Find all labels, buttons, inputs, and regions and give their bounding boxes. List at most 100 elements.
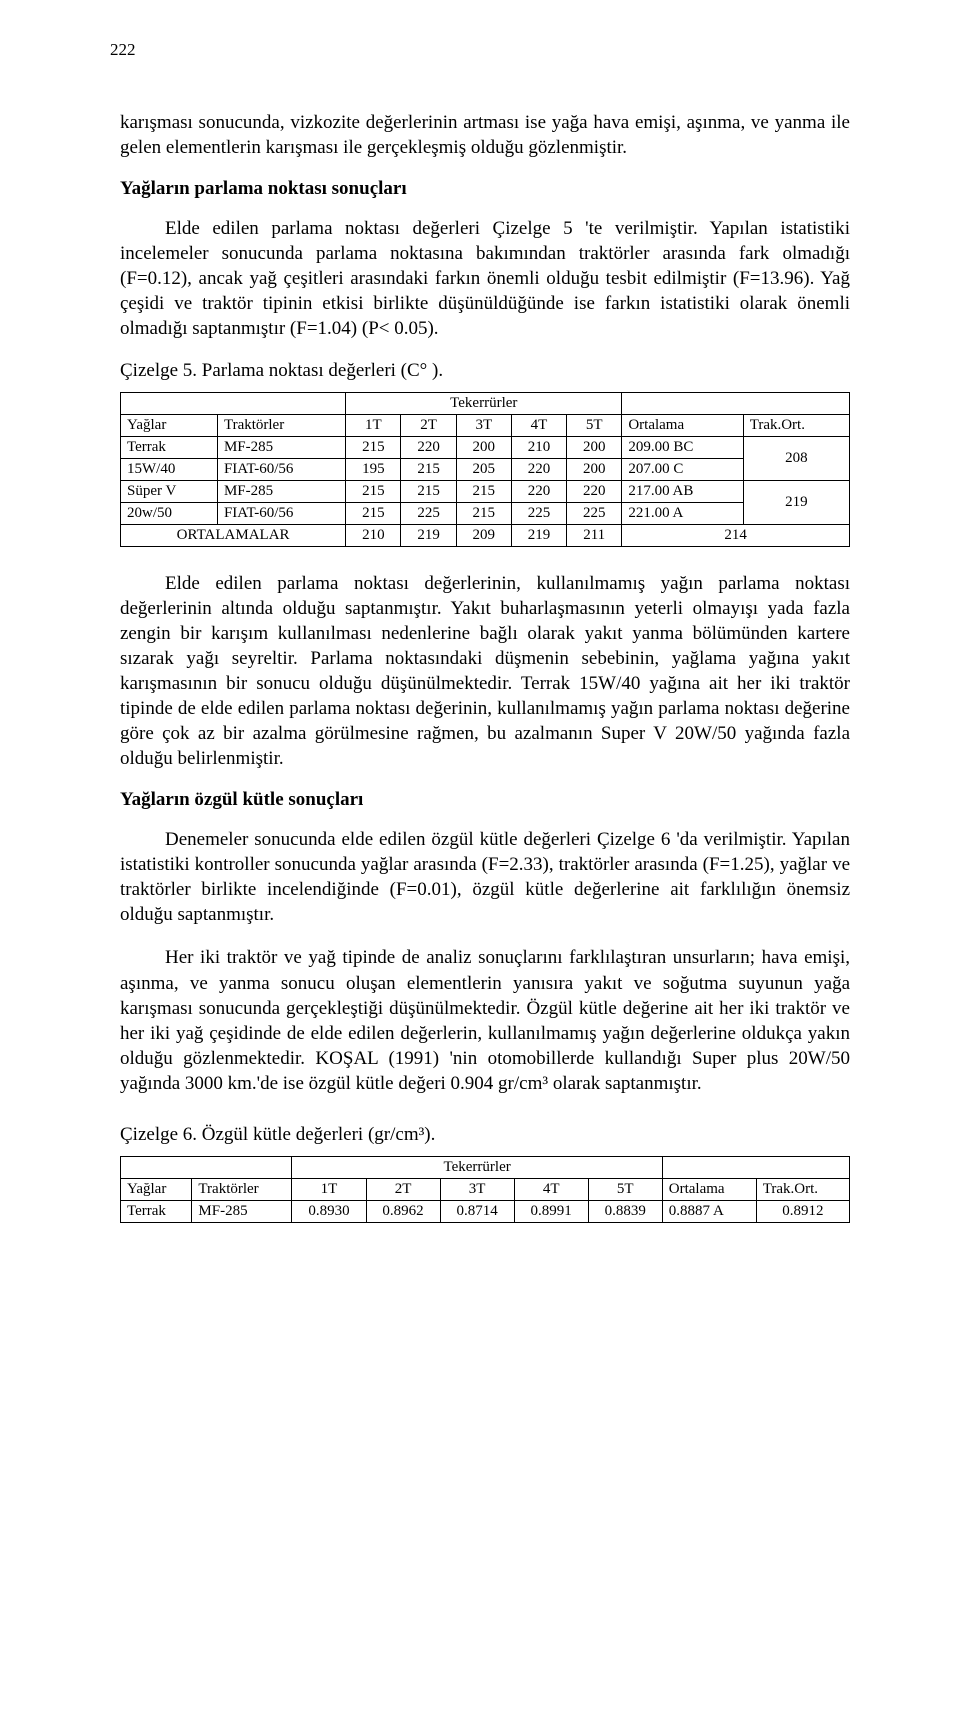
table-header-cell: Trak.Ort. <box>756 1178 849 1200</box>
section-heading: Yağların parlama noktası sonuçları <box>120 178 850 200</box>
table-cell: 225 <box>567 502 622 524</box>
table-header-cell: 5T <box>588 1178 662 1200</box>
table-cell: 15W/40 <box>121 458 218 480</box>
table-cell: 225 <box>511 502 566 524</box>
table-row: 20w/50 FIAT-60/56 215 225 215 225 225 22… <box>121 502 850 524</box>
table-cell: 220 <box>567 480 622 502</box>
table-cell: 200 <box>567 436 622 458</box>
table-cell: 205 <box>456 458 511 480</box>
table-cell: Süper V <box>121 480 218 502</box>
table-cell: 208 <box>743 436 849 480</box>
table-cell: MF-285 <box>217 480 345 502</box>
table-cell: 210 <box>511 436 566 458</box>
table-cell: 215 <box>456 480 511 502</box>
table-cell: 215 <box>346 502 401 524</box>
table-cell: Terrak <box>121 1200 192 1222</box>
table-row: Terrak MF-285 215 220 200 210 200 209.00… <box>121 436 850 458</box>
body-paragraph: Elde edilen parlama noktası değerleri Çi… <box>120 216 850 341</box>
table-header-cell: 1T <box>292 1178 366 1200</box>
table-cell: 215 <box>346 436 401 458</box>
table-cell: 215 <box>346 480 401 502</box>
table-cell: 214 <box>622 524 850 546</box>
body-paragraph: karışması sonucunda, vizkozite değerleri… <box>120 110 850 160</box>
table-cell: MF-285 <box>217 436 345 458</box>
table-header-cell: 2T <box>401 414 456 436</box>
table-cell: Terrak <box>121 436 218 458</box>
table-cell <box>662 1156 756 1178</box>
table-cell: 0.8912 <box>756 1200 849 1222</box>
table-header-cell: Yağlar <box>121 1178 192 1200</box>
table-cell <box>121 1156 192 1178</box>
table-cell <box>217 392 345 414</box>
table-cell: ORTALAMALAR <box>121 524 346 546</box>
table-cell: 207.00 C <box>622 458 743 480</box>
table-cell: 0.8887 A <box>662 1200 756 1222</box>
section-heading: Yağların özgül kütle sonuçları <box>120 789 850 811</box>
table-cell: 219 <box>511 524 566 546</box>
table-cell: 220 <box>401 436 456 458</box>
table-row: Tekerrürler <box>121 392 850 414</box>
table-cell: Tekerrürler <box>346 392 622 414</box>
table-cell: 200 <box>456 436 511 458</box>
table-cell <box>121 392 218 414</box>
table-5: Tekerrürler Yağlar Traktörler 1T 2T 3T 4… <box>120 392 850 547</box>
table-cell: 219 <box>401 524 456 546</box>
table-header-cell: Trak.Ort. <box>743 414 849 436</box>
table-cell: 211 <box>567 524 622 546</box>
body-paragraph: Her iki traktör ve yağ tipinde de analiz… <box>120 945 850 1095</box>
table-cell <box>622 392 743 414</box>
table-caption: Çizelge 6. Özgül kütle değerleri (gr/cm³… <box>120 1124 850 1146</box>
table-header-cell: Ortalama <box>662 1178 756 1200</box>
table-caption: Çizelge 5. Parlama noktası değerleri (C°… <box>120 360 850 382</box>
table-cell: 225 <box>401 502 456 524</box>
table-header-row: Yağlar Traktörler 1T 2T 3T 4T 5T Ortalam… <box>121 1178 850 1200</box>
body-paragraph: Elde edilen parlama noktası değerlerinin… <box>120 571 850 772</box>
table-cell: 0.8839 <box>588 1200 662 1222</box>
table-row: ORTALAMALAR 210 219 209 219 211 214 <box>121 524 850 546</box>
table-header-cell: 4T <box>514 1178 588 1200</box>
table-cell <box>192 1156 292 1178</box>
table-header-cell: Traktörler <box>192 1178 292 1200</box>
table-cell: 219 <box>743 480 849 524</box>
table-cell: 0.8930 <box>292 1200 366 1222</box>
table-cell: 20w/50 <box>121 502 218 524</box>
table-cell <box>756 1156 849 1178</box>
table-header-row: Yağlar Traktörler 1T 2T 3T 4T 5T Ortalam… <box>121 414 850 436</box>
table-row: Tekerrürler <box>121 1156 850 1178</box>
table-cell: 210 <box>346 524 401 546</box>
table-header-cell: 4T <box>511 414 566 436</box>
table-cell: 215 <box>456 502 511 524</box>
table-cell: 200 <box>567 458 622 480</box>
table-row: Süper V MF-285 215 215 215 220 220 217.0… <box>121 480 850 502</box>
table-cell: 195 <box>346 458 401 480</box>
table-cell: 0.8962 <box>366 1200 440 1222</box>
table-cell: 221.00 A <box>622 502 743 524</box>
table-6: Tekerrürler Yağlar Traktörler 1T 2T 3T 4… <box>120 1156 850 1223</box>
table-cell: FIAT-60/56 <box>217 502 345 524</box>
table-cell: 209 <box>456 524 511 546</box>
table-cell: 0.8714 <box>440 1200 514 1222</box>
table-cell: 220 <box>511 458 566 480</box>
table-row: 15W/40 FIAT-60/56 195 215 205 220 200 20… <box>121 458 850 480</box>
table-cell: FIAT-60/56 <box>217 458 345 480</box>
document-page: 222 karışması sonucunda, vizkozite değer… <box>0 0 960 1307</box>
table-header-cell: Ortalama <box>622 414 743 436</box>
table-header-cell: 3T <box>456 414 511 436</box>
table-row: Terrak MF-285 0.8930 0.8962 0.8714 0.899… <box>121 1200 850 1222</box>
table-header-cell: 5T <box>567 414 622 436</box>
table-cell: 220 <box>511 480 566 502</box>
body-paragraph: Denemeler sonucunda elde edilen özgül kü… <box>120 827 850 927</box>
table-header-cell: 1T <box>346 414 401 436</box>
table-cell: 217.00 AB <box>622 480 743 502</box>
table-header-cell: Yağlar <box>121 414 218 436</box>
table-cell: 209.00 BC <box>622 436 743 458</box>
table-cell: Tekerrürler <box>292 1156 662 1178</box>
table-cell <box>743 392 849 414</box>
table-cell: 215 <box>401 480 456 502</box>
table-header-cell: 2T <box>366 1178 440 1200</box>
table-header-cell: Traktörler <box>217 414 345 436</box>
table-cell: MF-285 <box>192 1200 292 1222</box>
table-header-cell: 3T <box>440 1178 514 1200</box>
table-cell: 215 <box>401 458 456 480</box>
table-cell: 0.8991 <box>514 1200 588 1222</box>
